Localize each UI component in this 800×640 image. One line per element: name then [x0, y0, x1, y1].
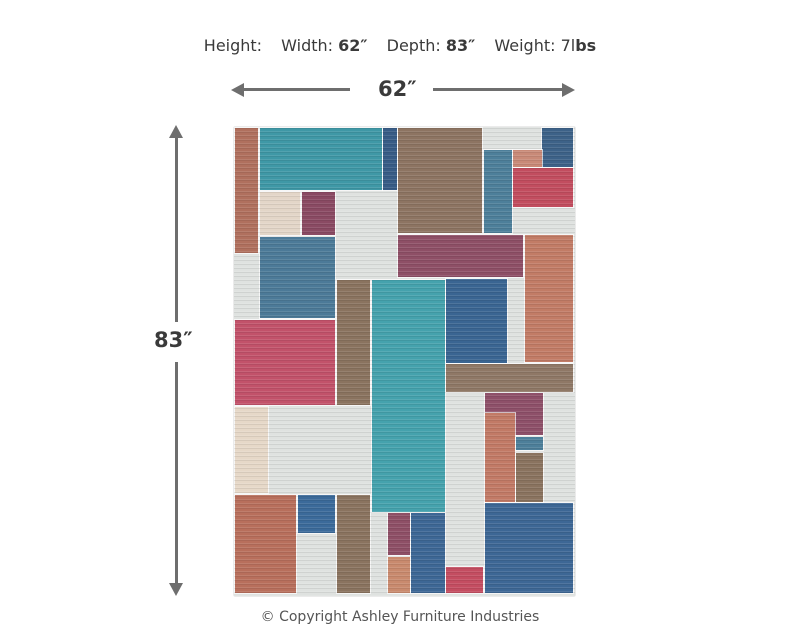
arrow-right-icon — [562, 83, 575, 97]
rug-block — [512, 167, 574, 208]
rug-block — [387, 512, 411, 556]
width-value: 62″ — [338, 36, 368, 55]
rug-block — [515, 436, 544, 451]
spec-line: Height: Width: 62″ Depth: 83″ Weight: 7l… — [0, 36, 800, 55]
width-spec: Width: 62″ — [281, 36, 367, 55]
height-arrow-line-top — [175, 136, 178, 322]
weight-label: Weight: 7l — [494, 36, 576, 55]
arrow-left-icon — [231, 83, 244, 97]
depth-value: 83″ — [445, 36, 476, 55]
rug-block — [397, 127, 483, 234]
width-label: Width: — [281, 36, 334, 55]
rug-block — [410, 512, 446, 594]
height-spec: Height: — [204, 36, 262, 55]
rug-block — [259, 191, 301, 236]
rug-block — [234, 406, 269, 494]
rug-block — [387, 556, 411, 594]
rug-block — [301, 191, 336, 236]
height-label: Height: — [203, 36, 263, 55]
rug-block — [524, 234, 574, 363]
rug-block — [445, 566, 484, 594]
rug-block — [484, 502, 574, 594]
rug-block — [512, 149, 543, 168]
rug-block — [297, 494, 336, 534]
rug-block — [445, 363, 574, 393]
rug-block — [483, 149, 513, 234]
width-arrow-line-left — [242, 88, 350, 91]
height-dimension-label: 83″ — [154, 328, 193, 352]
rug-block — [382, 127, 398, 191]
copyright-text: © Copyright Ashley Furniture Industries — [260, 609, 540, 625]
rug-block — [397, 234, 524, 278]
rug-block — [515, 452, 544, 503]
width-dimension-label: 62″ — [378, 77, 417, 101]
depth-spec: Depth: 83″ — [387, 36, 476, 55]
rug-block — [234, 494, 297, 594]
rug-image — [234, 127, 575, 596]
arrow-up-icon — [169, 125, 183, 138]
rug-block — [484, 412, 516, 503]
rug-block — [259, 127, 383, 191]
rug-block — [336, 279, 371, 406]
rug-block — [234, 319, 336, 406]
rug-block — [234, 127, 259, 254]
rug-block — [541, 127, 574, 168]
width-arrow-line-right — [433, 88, 563, 91]
arrow-down-icon — [169, 583, 183, 596]
rug-block — [259, 236, 336, 319]
rug-block — [336, 494, 371, 594]
height-arrow-line-bottom — [175, 362, 178, 584]
weight-spec: Weight: 7lbs — [494, 36, 596, 55]
rug-block — [371, 279, 446, 513]
rug-block — [445, 278, 508, 364]
weight-unit: bs — [575, 36, 597, 55]
depth-label: Depth: — [386, 36, 441, 55]
